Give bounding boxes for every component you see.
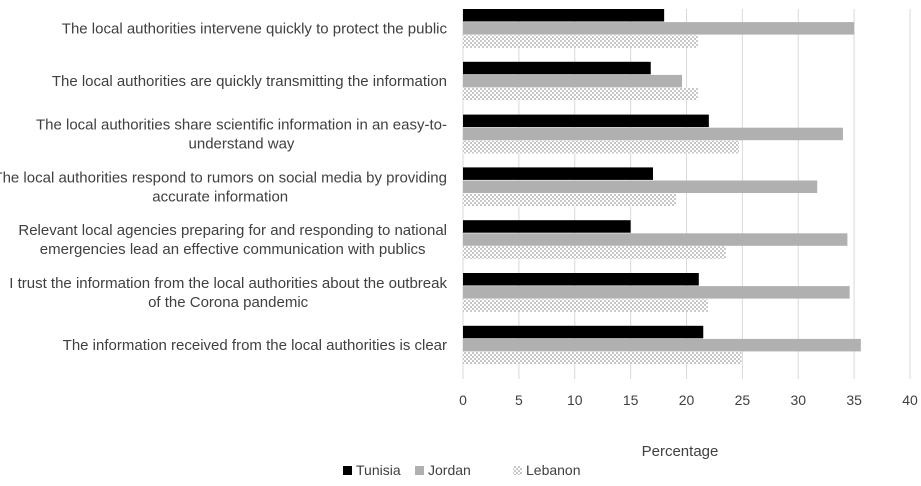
category-label: The local authorities intervene quickly … (62, 20, 448, 37)
bar-lebanon (463, 352, 742, 365)
bars-layer (463, 9, 861, 365)
category-label-line: The local authorities intervene quickly … (62, 20, 448, 37)
x-tick-label: 10 (567, 392, 583, 408)
bar-tunisia (463, 273, 699, 286)
category-label: The local authorities respond to rumors … (0, 169, 447, 205)
bar-lebanon (463, 140, 740, 154)
category-labels: The local authorities intervene quickly … (0, 20, 447, 354)
x-tick-label: 30 (790, 392, 806, 408)
x-tick-label: 20 (679, 392, 695, 408)
bar-jordan (463, 180, 818, 193)
legend-swatch-tunisia (343, 466, 352, 475)
category-label-line: I trust the information from the local a… (9, 275, 447, 292)
legend-label-lebanon: Lebanon (526, 462, 581, 478)
category-label: The local authorities are quickly transm… (52, 73, 447, 90)
category-label: Relevant local agencies preparing for an… (18, 222, 447, 258)
bar-tunisia (463, 61, 651, 75)
bar-jordan (463, 286, 850, 299)
x-tick-label: 35 (846, 392, 862, 408)
category-label-line: The local authorities respond to rumors … (0, 169, 447, 186)
legend-label-tunisia: Tunisia (356, 462, 401, 478)
bar-lebanon (463, 193, 677, 207)
legend-swatch-lebanon (513, 466, 522, 475)
legend-label-jordan: Jordan (428, 462, 471, 478)
x-tick-label: 0 (459, 392, 467, 408)
category-label: The information received from the local … (63, 337, 447, 354)
category-label-line: emergencies lead an effective communicat… (40, 241, 426, 258)
bar-jordan (463, 22, 855, 35)
bar-lebanon (463, 246, 726, 259)
category-label-line: of the Corona pandemic (148, 294, 309, 311)
x-tick-label: 5 (515, 392, 523, 408)
legend-swatch-jordan (415, 466, 424, 475)
x-tick-label: 40 (902, 392, 918, 408)
bar-jordan (463, 233, 848, 246)
x-axis-title: Percentage (642, 443, 719, 460)
x-tick-label: 15 (623, 392, 639, 408)
category-label-line: Relevant local agencies preparing for an… (18, 222, 447, 239)
category-label-line: The information received from the local … (63, 337, 447, 354)
bar-tunisia (463, 167, 653, 180)
bar-lebanon (463, 35, 698, 48)
category-label-line: The local authorities are quickly transm… (52, 73, 447, 90)
category-label-line: The local authorities share scientific i… (36, 116, 447, 133)
bar-tunisia (463, 114, 709, 128)
legend: Tunisia Jordan Lebanon (343, 462, 581, 478)
x-tick-labels: 0 5 10 15 20 25 30 35 40 (459, 392, 918, 408)
bar-lebanon (463, 88, 698, 101)
bar-jordan (463, 338, 861, 352)
bar-jordan (463, 74, 683, 88)
category-label-line: understand way (189, 135, 295, 152)
bar-tunisia (463, 325, 704, 339)
bar-lebanon (463, 299, 708, 312)
bar-tunisia (463, 9, 665, 22)
category-label: I trust the information from the local a… (9, 275, 447, 311)
x-tick-label: 25 (735, 392, 751, 408)
category-label-line: accurate information (152, 188, 288, 205)
bar-jordan (463, 127, 843, 141)
category-label: The local authorities share scientific i… (36, 116, 447, 152)
bar-tunisia (463, 220, 631, 233)
